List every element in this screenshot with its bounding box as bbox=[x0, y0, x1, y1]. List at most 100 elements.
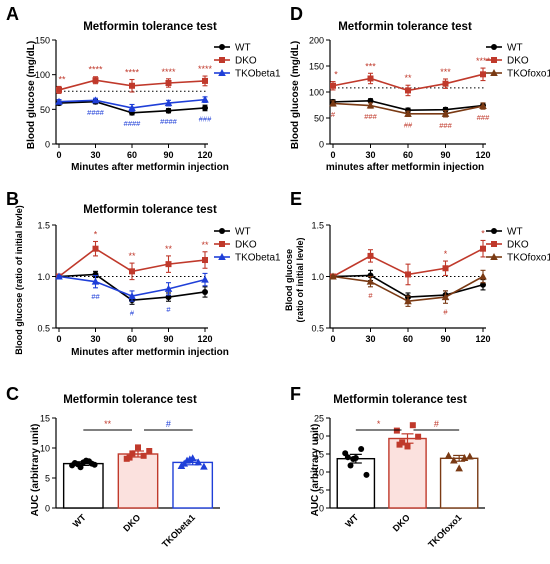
legend-marker-tkofoxo1 bbox=[490, 253, 498, 260]
legend-label-tkobeta1: TKObeta1 bbox=[235, 253, 281, 264]
x-tick-label-a: 60 bbox=[127, 150, 137, 160]
data-point-tkofoxo1 bbox=[441, 109, 450, 117]
y-axis-label-e-line1: Blood glucose bbox=[284, 249, 294, 311]
significance-hash-a: ### bbox=[199, 115, 212, 124]
data-point-wt bbox=[367, 97, 374, 104]
y-tick-label-c: 0 bbox=[45, 504, 50, 514]
significance-hash-d: ### bbox=[439, 121, 452, 130]
panel-d: D Metformin tolerance test minutes after… bbox=[290, 4, 550, 173]
panel-letter-e: E bbox=[290, 189, 302, 209]
significance-star-b: ** bbox=[165, 244, 173, 254]
significance-star-a: **** bbox=[161, 67, 176, 77]
data-point-tkofoxo1 bbox=[404, 297, 412, 305]
panel-letter-a: A bbox=[6, 4, 19, 24]
bar-tkobeta1 bbox=[172, 461, 214, 509]
y-axis-label-b: Blood glucose (ratio of initial levle) bbox=[14, 205, 24, 355]
data-point-tkobeta1 bbox=[55, 272, 63, 280]
data-point-tkofoxo1 bbox=[366, 101, 375, 109]
legend-label-dko: DKO bbox=[507, 56, 529, 67]
x-tick-label-d: 90 bbox=[440, 150, 450, 160]
scatter-point-tkobeta1 bbox=[186, 455, 194, 463]
y-tick-label-f: 0 bbox=[319, 504, 324, 514]
x-tick-label-b: 60 bbox=[127, 334, 137, 344]
scatter-point-tkofoxo1 bbox=[455, 464, 463, 472]
legend-marker-dko bbox=[219, 241, 225, 247]
significance-hash-a: #### bbox=[160, 117, 178, 126]
chart-title-f: Metformin tolerance test bbox=[333, 394, 467, 406]
y-tick-label-b: 1.5 bbox=[37, 221, 50, 231]
bar-wt bbox=[62, 462, 104, 509]
legend-label-dko: DKO bbox=[235, 56, 257, 67]
chart-title-c: Metformin tolerance test bbox=[63, 394, 197, 406]
legend-marker-dko bbox=[219, 57, 225, 63]
data-point-dko bbox=[405, 87, 411, 94]
y-tick-label-d: 150 bbox=[309, 62, 324, 72]
scatter-point-dko bbox=[146, 448, 153, 454]
data-point-dko bbox=[330, 82, 336, 89]
data-point-wt bbox=[165, 107, 172, 114]
significance-star-b: ** bbox=[128, 251, 136, 261]
x-tick-label-e: 120 bbox=[475, 334, 490, 344]
legend-marker-wt bbox=[219, 44, 225, 50]
legend-marker-tkobeta1 bbox=[218, 253, 226, 260]
y-tick-label-f: 10 bbox=[314, 468, 324, 478]
scatter-point-wt bbox=[344, 454, 351, 461]
data-point-tkobeta1 bbox=[91, 96, 100, 104]
y-tick-label-d: 50 bbox=[314, 114, 324, 124]
data-point-wt bbox=[202, 288, 208, 295]
y-axis-label-d: Blood glucose (mg/dL) bbox=[290, 41, 301, 149]
significance-hash-d: ### bbox=[477, 113, 490, 122]
significance-hash-a: #### bbox=[87, 108, 105, 117]
y-tick-label-d: 0 bbox=[319, 140, 324, 150]
y-tick-label-c: 5 bbox=[45, 474, 50, 484]
bar-dko bbox=[388, 437, 427, 509]
data-point-tkofoxo1 bbox=[329, 99, 337, 107]
data-point-dko bbox=[202, 77, 208, 84]
data-point-dko bbox=[442, 265, 449, 272]
significance-hash-b: ## bbox=[91, 292, 100, 301]
significance-hash-d: ### bbox=[364, 112, 377, 121]
scatter-point-wt bbox=[88, 460, 95, 467]
significance-star-d: * bbox=[334, 70, 338, 80]
legend-marker-dko bbox=[491, 241, 497, 247]
data-point-dko bbox=[480, 245, 486, 252]
significance-star-b: * bbox=[94, 229, 98, 239]
x-tick-label-a: 90 bbox=[163, 150, 173, 160]
y-tick-label-c: 15 bbox=[40, 414, 50, 424]
data-point-tkofoxo1 bbox=[329, 272, 337, 280]
legend-label-wt: WT bbox=[235, 227, 251, 238]
legend-label-wt: WT bbox=[507, 43, 523, 54]
x-tick-label-e: 30 bbox=[365, 334, 375, 344]
legend-label-dko: DKO bbox=[507, 240, 529, 251]
y-tick-label-e: 0.5 bbox=[311, 324, 324, 334]
scatter-point-dko bbox=[393, 427, 400, 434]
category-label-dko: DKO bbox=[121, 512, 142, 533]
data-point-dko bbox=[56, 86, 62, 93]
x-tick-label-a: 0 bbox=[56, 150, 61, 160]
significance-star-b: ** bbox=[201, 240, 209, 250]
y-axis-label-e-line2: (ratio of initial levle) bbox=[295, 237, 305, 322]
data-point-dko bbox=[202, 257, 208, 264]
scatter-point-wt bbox=[347, 462, 354, 469]
category-label-wt: WT bbox=[343, 512, 360, 529]
data-point-tkobeta1 bbox=[91, 277, 100, 285]
legend-label-tkofoxo1: TKOfoxo1 bbox=[507, 253, 550, 264]
data-point-dko bbox=[367, 75, 374, 82]
significance-hash-a: #### bbox=[124, 119, 142, 128]
data-point-dko bbox=[129, 268, 135, 275]
scatter-point-tkofoxo1 bbox=[444, 451, 453, 459]
scatter-point-wt bbox=[83, 457, 90, 464]
y-tick-label-e: 1.5 bbox=[311, 221, 324, 231]
chart-title-d: Metformin tolerance test bbox=[338, 21, 472, 33]
data-point-tkobeta1 bbox=[201, 95, 209, 103]
y-tick-label-f: 25 bbox=[314, 414, 324, 424]
y-tick-label-a: 50 bbox=[40, 105, 50, 115]
data-point-dko bbox=[92, 77, 99, 84]
legend-marker-dko bbox=[491, 57, 497, 63]
x-tick-label-d: 120 bbox=[475, 150, 490, 160]
scatter-point-wt bbox=[71, 460, 78, 466]
scatter-point-dko bbox=[396, 441, 403, 448]
significance-hash-b: # bbox=[130, 308, 135, 317]
x-tick-label-b: 90 bbox=[163, 334, 173, 344]
